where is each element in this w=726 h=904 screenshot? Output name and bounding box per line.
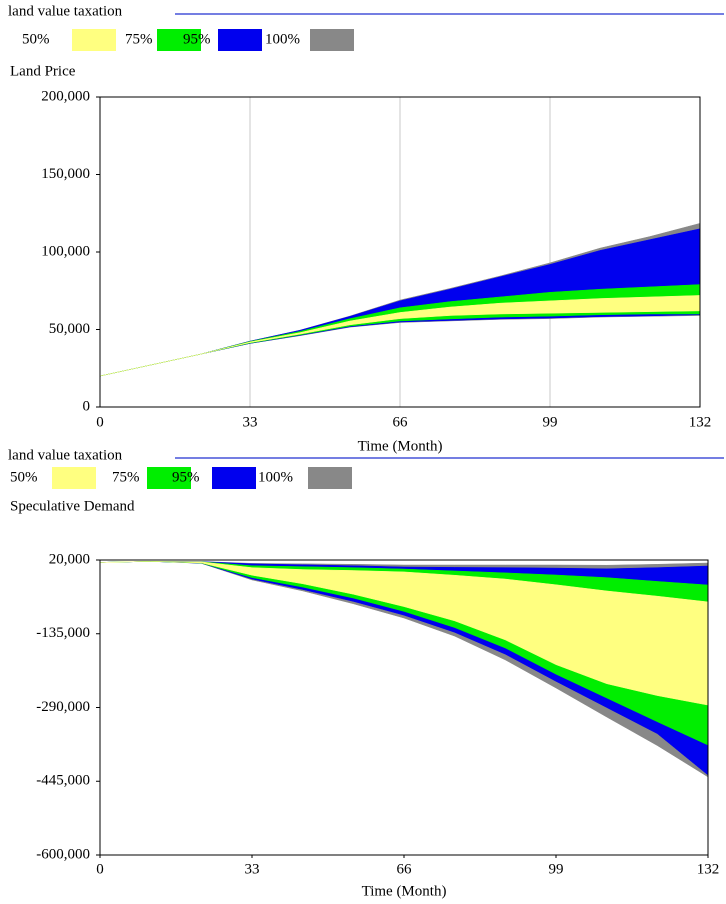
legend-label: 100%: [258, 469, 293, 485]
y-tick-label: 150,000: [41, 166, 90, 182]
legend-swatch: [218, 29, 262, 51]
chart-title: land value taxation: [8, 3, 123, 19]
chart-title: land value taxation: [8, 447, 123, 463]
y-tick-label: -445,000: [36, 773, 90, 789]
legend-swatch: [157, 29, 201, 51]
x-tick-label: 0: [96, 861, 104, 877]
legend-label: 50%: [22, 31, 50, 47]
y-tick-label: 0: [83, 398, 91, 414]
y-tick-label: 50,000: [49, 321, 90, 337]
legend-swatch: [147, 467, 191, 489]
x-tick-label: 99: [549, 861, 564, 877]
legend-swatch: [72, 29, 116, 51]
legend-swatch: [308, 467, 352, 489]
y-tick-label: 200,000: [41, 88, 90, 104]
x-tick-label: 132: [697, 861, 720, 877]
x-tick-label: 66: [397, 861, 413, 877]
x-axis-title: Time (Month): [358, 438, 443, 454]
y-tick-label: 20,000: [49, 551, 90, 567]
x-tick-label: 33: [245, 861, 260, 877]
plot-border: [99, 559, 709, 856]
y-tick-label: -600,000: [36, 846, 90, 862]
legend-label: 50%: [10, 469, 38, 485]
y-tick-label: -135,000: [36, 625, 90, 641]
legend-label: 75%: [125, 31, 153, 47]
legend-label: 100%: [265, 31, 300, 47]
y-tick-label: -290,000: [36, 699, 90, 715]
y-tick-label: 100,000: [41, 243, 90, 259]
x-tick-label: 0: [96, 414, 104, 430]
legend-swatch: [52, 467, 96, 489]
legend-label: 75%: [112, 469, 140, 485]
legend-swatch: [310, 29, 354, 51]
y-axis-title: Speculative Demand: [10, 498, 135, 514]
legend-swatch: [212, 467, 256, 489]
x-tick-label: 66: [393, 414, 409, 430]
legend-label: 95%: [172, 469, 200, 485]
legend-label: 95%: [183, 31, 211, 47]
y-axis-title: Land Price: [10, 63, 76, 79]
plot-border: [99, 96, 701, 408]
x-axis-title: Time (Month): [362, 883, 447, 899]
x-tick-label: 132: [689, 414, 712, 430]
x-tick-label: 99: [543, 414, 558, 430]
x-tick-label: 33: [243, 414, 258, 430]
